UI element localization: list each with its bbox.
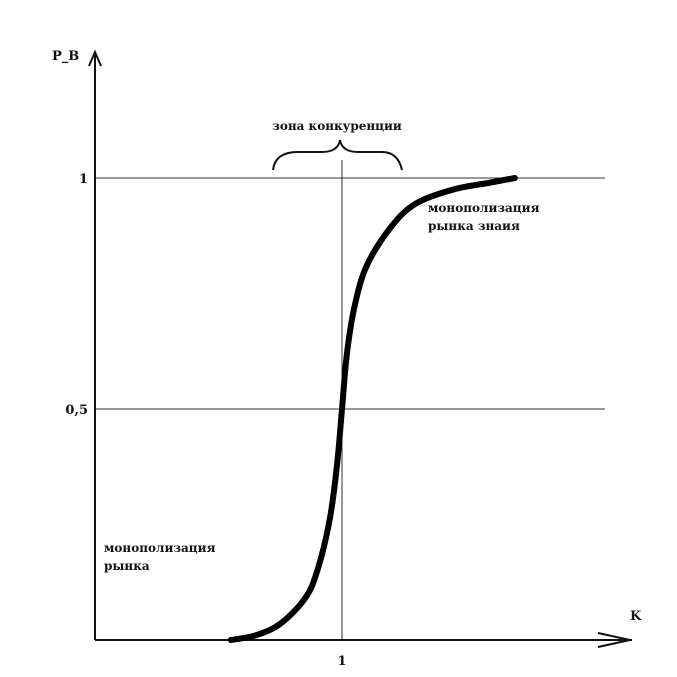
y-axis-arrow [88, 49, 102, 67]
y-tick-label: 0,5 [65, 403, 88, 418]
y-axis-label: P_B [52, 49, 79, 64]
series-line [227, 175, 518, 643]
axes [88, 49, 632, 648]
monopoly-upper-line1: монополизация [428, 201, 540, 215]
competition-zone-brace [272, 139, 403, 171]
competition-zone-label: зона конкуренции [272, 119, 402, 133]
x-tick-label: 1 [337, 654, 346, 669]
x-axis-arrow [597, 632, 631, 648]
monopoly-upper-line2: рынка знаия [428, 219, 520, 233]
monopoly-lower-line2: рынка [104, 559, 150, 573]
tick-labels: 0,5 1 1 [65, 172, 346, 669]
x-axis-label: K [630, 609, 642, 624]
reference-lines [95, 160, 605, 640]
monopoly-lower-line1: монополизация [104, 541, 216, 555]
y-tick-label: 1 [79, 172, 88, 187]
